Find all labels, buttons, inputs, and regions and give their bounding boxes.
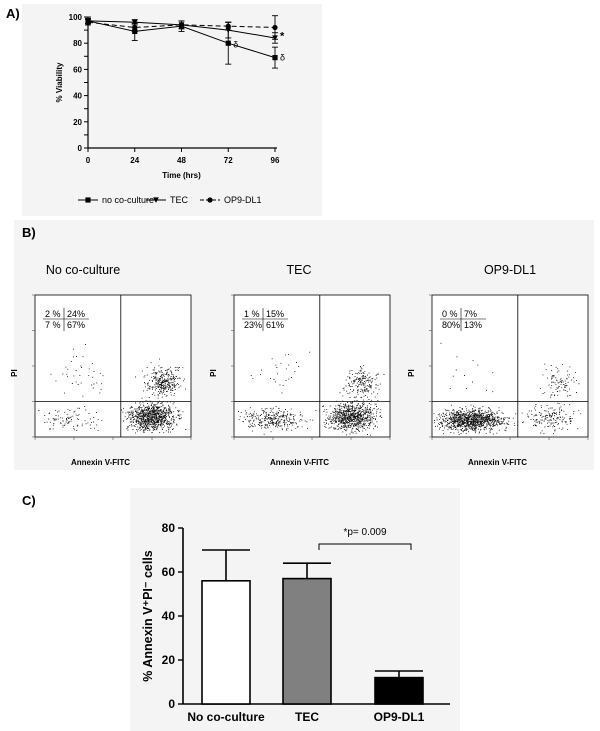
flow-plot-title: OP9-DL1 xyxy=(484,263,536,277)
y-tick-label: 80 xyxy=(73,39,82,48)
x-tick-label: 24 xyxy=(130,156,139,165)
data-point xyxy=(225,40,231,46)
flow-plot-3: OP9-DL1 0 % 7% 80% 13% Annexin V-FITC PI xyxy=(407,263,589,467)
quadrant-lr-value: 67% xyxy=(67,320,85,330)
series-op9-dl1 xyxy=(85,15,278,40)
quadrant-ur-value: 7% xyxy=(464,309,477,319)
data-point xyxy=(272,55,278,61)
panel-c-label: C) xyxy=(22,493,36,508)
legend-label: OP9-DL1 xyxy=(224,195,262,205)
flow-x-axis-title: Annexin V-FITC xyxy=(270,458,329,467)
quadrant-ul-value: 2 % xyxy=(45,309,61,319)
quadrant-ll-value: 23% xyxy=(244,320,262,330)
quadrant-ul-value: 1 % xyxy=(244,309,260,319)
flow-plot-title: No co-culture xyxy=(46,263,120,277)
data-point xyxy=(85,19,91,25)
y-axis-title: % Viability xyxy=(55,62,64,102)
x-tick-label: TEC xyxy=(295,710,319,724)
quadrant-ur-value: 15% xyxy=(266,309,284,319)
flow-y-axis-title: PI xyxy=(407,369,416,377)
x-tick-label: 0 xyxy=(86,156,91,165)
annotation: δ xyxy=(233,40,238,50)
annexin-bar-chart: 0 20 40 60 80 % Annexin V⁺PI⁻ cells No co-cult… xyxy=(141,521,450,724)
data-point xyxy=(178,22,185,28)
data-point xyxy=(272,24,278,31)
significance-bracket xyxy=(318,543,412,550)
flow-plot-2: TEC 1 % 15% 23% 61% Annexin V-FITC PI xyxy=(209,263,391,467)
y-tick-label: 100 xyxy=(69,13,83,22)
flow-y-axis-title: PI xyxy=(209,369,218,377)
flow-x-axis-title: Annexin V-FITC xyxy=(71,458,130,467)
data-point xyxy=(225,23,231,29)
flow-plot-title: TEC xyxy=(287,263,312,277)
y-tick-label: 80 xyxy=(162,521,176,535)
y-tick-label: 0 xyxy=(168,697,175,711)
viability-line-chart: 0 20 40 60 80 100 0 24 48 72 96 Time (hrs) % Viabili… xyxy=(55,13,285,205)
event-dots xyxy=(38,344,187,434)
legend-marker xyxy=(85,197,91,203)
series-line xyxy=(87,21,276,28)
event-dots xyxy=(433,342,582,435)
flow-plot-1: No co-culture 2 % 24% 7 % 67% Annexin V-FITC P… xyxy=(10,263,192,467)
annotation: δ xyxy=(280,53,285,63)
data-point xyxy=(131,19,138,26)
legend-label: no co-culture xyxy=(102,195,154,205)
bar-op9-dl1 xyxy=(374,676,424,705)
quadrant-lr-value: 61% xyxy=(266,320,284,330)
bar-no-co-culture xyxy=(201,579,251,705)
legend-marker xyxy=(207,197,213,203)
quadrant-ll-value: 7 % xyxy=(45,320,61,330)
data-point xyxy=(132,24,138,31)
flow-x-axis-title: Annexin V-FITC xyxy=(468,458,527,467)
flow-cytometry-plots: No co-culture 2 % 24% 7 % 67% Annexin V-FITC P… xyxy=(10,263,589,467)
y-tick-label: 20 xyxy=(73,118,82,127)
y-tick-label: 40 xyxy=(73,92,82,101)
y-tick-label: 60 xyxy=(162,565,176,579)
x-tick-label: 72 xyxy=(224,156,233,165)
event-dots xyxy=(238,351,385,436)
y-axis-title: % Annexin V⁺PI⁻ cells xyxy=(141,550,155,682)
y-tick-label: 0 xyxy=(78,144,83,153)
y-tick-label: 40 xyxy=(162,609,176,623)
bar-tec xyxy=(282,577,332,705)
legend-label: TEC xyxy=(170,195,189,205)
panel-b-label: B) xyxy=(22,225,36,240)
x-tick-label: No co-culture xyxy=(187,710,265,724)
flow-plot-frame xyxy=(34,294,192,438)
x-tick-label: 48 xyxy=(177,156,186,165)
panel-a-label: A) xyxy=(6,6,20,21)
x-tick-label: OP9-DL1 xyxy=(374,710,425,724)
x-tick-label: 96 xyxy=(271,156,280,165)
x-axis-title: Time (hrs) xyxy=(162,171,201,180)
quadrant-ur-value: 24% xyxy=(67,309,85,319)
quadrant-lr-value: 13% xyxy=(464,320,482,330)
legend-marker xyxy=(153,197,159,203)
quadrant-ll-value: 80% xyxy=(442,320,460,330)
y-tick-label: 20 xyxy=(162,653,176,667)
y-tick-label: 60 xyxy=(73,65,82,74)
annotation: * xyxy=(280,31,285,43)
quadrant-ul-value: 0 % xyxy=(442,309,458,319)
flow-y-axis-title: PI xyxy=(10,369,19,377)
significance-label: *p= 0.009 xyxy=(343,527,387,538)
